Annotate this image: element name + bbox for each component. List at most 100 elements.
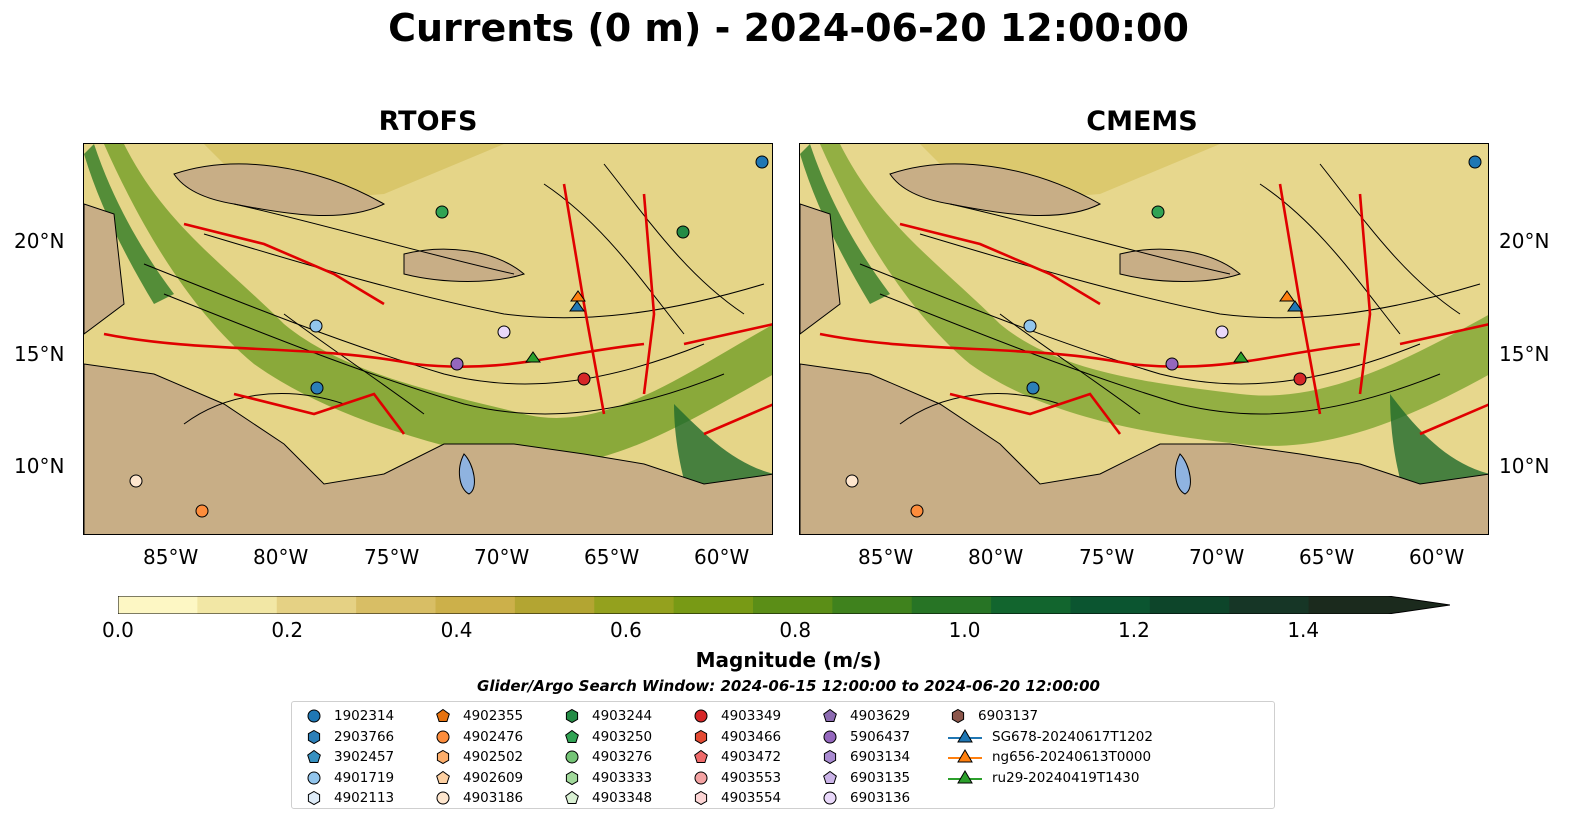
legend-entry: 4903250	[562, 727, 652, 747]
legend-label: 4903554	[721, 790, 782, 806]
colorbar-tick: 0.0	[102, 618, 134, 642]
lon-tick: 80°W	[968, 545, 1024, 569]
legend-marker-icon	[307, 771, 321, 784]
colorbar-tick: 0.8	[779, 618, 812, 642]
legend-entry: 6903135	[820, 768, 910, 788]
lat-tick: 20°N	[14, 229, 65, 253]
legend-entry: 6903134	[820, 747, 910, 767]
legend-marker-icon	[948, 728, 982, 742]
legend-marker-icon	[307, 729, 321, 744]
legend-marker-icon	[307, 709, 321, 723]
legend-entry: SG678-20240617T1202	[948, 727, 1153, 747]
legend-entry: 6903136	[820, 788, 910, 808]
legend-label: 4902113	[334, 790, 395, 806]
legend-entry: 4902355	[433, 706, 523, 726]
legend-label: 4902502	[463, 749, 524, 765]
legend-marker-icon	[823, 770, 837, 784]
legend-entry: 4903553	[691, 768, 781, 788]
legend-entry: 3902457	[304, 747, 394, 767]
colorbar-tick: 1.2	[1118, 618, 1150, 642]
colorbar-segment	[1070, 596, 1151, 614]
legend-marker-icon	[694, 771, 708, 784]
legend-entry: 4903276	[562, 747, 652, 767]
lon-tick: 70°W	[1189, 545, 1245, 569]
legend-marker-icon	[823, 749, 837, 765]
colorbar-segment	[356, 596, 436, 614]
legend-marker-icon	[951, 708, 965, 724]
legend-entry: 4902476	[433, 727, 523, 747]
legend-label: 4903629	[850, 708, 911, 724]
legend-marker-icon	[823, 791, 837, 805]
legend-entry: ru29-20240419T1430	[948, 768, 1139, 788]
legend-entry: 4901719	[304, 768, 394, 788]
lon-tick: 80°W	[253, 545, 309, 569]
legend-marker-icon	[565, 770, 579, 785]
lat-tick: 10°N	[1499, 454, 1550, 478]
colorbar-segment	[911, 596, 992, 614]
panel-title-cmems: CMEMS	[1086, 106, 1198, 137]
legend-label: 4903348	[592, 790, 653, 806]
legend-entry: 4903466	[691, 727, 781, 747]
legend-entry: 4903554	[691, 788, 781, 808]
legend-entry: 4903186	[433, 788, 523, 808]
legend-label: 4903349	[721, 708, 782, 724]
legend-label: 4903466	[721, 728, 782, 745]
lon-tick: 65°W	[584, 545, 640, 569]
lon-tick: 85°W	[143, 545, 199, 569]
legend-entry: 4903349	[691, 706, 781, 726]
legend-label: ng656-20240613T0000	[992, 749, 1152, 765]
colorbar-tick: 0.2	[271, 618, 304, 642]
legend-entry: 4903472	[691, 747, 781, 767]
legend-label: 4902355	[463, 708, 524, 724]
map-canvas-rtofs	[84, 144, 772, 534]
legend-marker-icon	[436, 730, 450, 743]
legend-entry: 4903629	[820, 706, 910, 726]
map-panel-cmems[interactable]	[799, 143, 1489, 535]
legend-marker-icon	[307, 749, 321, 763]
legend-marker-icon	[694, 709, 708, 723]
legend-entry: 4903244	[562, 706, 652, 726]
colorbar-segment	[1149, 596, 1230, 614]
lat-tick: 15°N	[14, 342, 65, 366]
legend-label: 4903333	[592, 769, 653, 786]
legend-entry: 4902113	[304, 788, 394, 808]
legend-marker-icon	[823, 730, 837, 743]
colorbar-extend	[1388, 596, 1450, 614]
legend-entry: 2903766	[304, 727, 394, 747]
legend-label: ru29-20240419T1430	[992, 769, 1140, 786]
colorbar-segment	[197, 596, 278, 614]
legend-label: 6903136	[850, 790, 911, 806]
legend-marker-icon	[694, 790, 708, 806]
legend-label: 1902314	[334, 708, 395, 724]
map-panel-rtofs[interactable]	[83, 143, 773, 535]
legend-label: 6903135	[850, 769, 911, 786]
legend-marker-icon	[436, 749, 450, 765]
colorbar-segment	[753, 596, 833, 614]
colorbar-tick: 0.6	[610, 618, 642, 642]
colorbar-segment	[673, 596, 754, 614]
legend-marker-icon	[694, 749, 708, 763]
colorbar-label: Magnitude (m/s)	[695, 648, 882, 672]
legend-entry: 5906437	[820, 727, 910, 747]
legend-marker-icon	[694, 729, 708, 744]
legend-marker-icon	[948, 749, 982, 763]
legend-entry: 6903137	[948, 706, 1038, 726]
lon-tick: 65°W	[1299, 545, 1355, 569]
legend-label: 4903276	[592, 749, 653, 765]
legend-label: 6903134	[850, 749, 911, 765]
legend-marker-icon	[565, 708, 579, 724]
legend-marker-icon	[565, 750, 579, 764]
lon-tick: 70°W	[474, 545, 530, 569]
legend-marker-icon	[436, 791, 450, 805]
legend-label: 5906437	[850, 728, 911, 745]
legend-label: 4903186	[463, 790, 524, 806]
lon-tick: 60°W	[1409, 545, 1465, 569]
colorbar-tick: 1.4	[1287, 618, 1320, 642]
legend-marker-icon	[307, 790, 321, 806]
figure-title: Currents (0 m) - 2024-06-20 12:00:00	[388, 6, 1189, 50]
colorbar-segment	[118, 596, 198, 614]
lon-tick: 60°W	[694, 545, 750, 569]
legend-marker-icon	[565, 729, 579, 743]
legend-marker-icon	[823, 708, 837, 722]
legend-marker-icon	[436, 708, 450, 722]
